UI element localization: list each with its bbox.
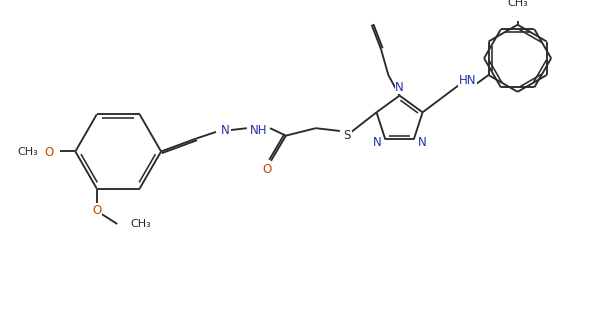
Text: NH: NH — [250, 124, 267, 136]
Text: N: N — [373, 136, 381, 149]
Text: N: N — [418, 136, 426, 149]
Text: HN: HN — [459, 74, 476, 87]
Text: N: N — [221, 124, 230, 136]
Text: N: N — [395, 81, 404, 94]
Text: O: O — [44, 146, 54, 159]
Text: O: O — [92, 204, 102, 217]
Text: CH₃: CH₃ — [130, 219, 151, 229]
Text: O: O — [262, 163, 272, 176]
Text: S: S — [343, 129, 351, 142]
Text: CH₃: CH₃ — [507, 0, 528, 8]
Text: CH₃: CH₃ — [17, 147, 38, 157]
